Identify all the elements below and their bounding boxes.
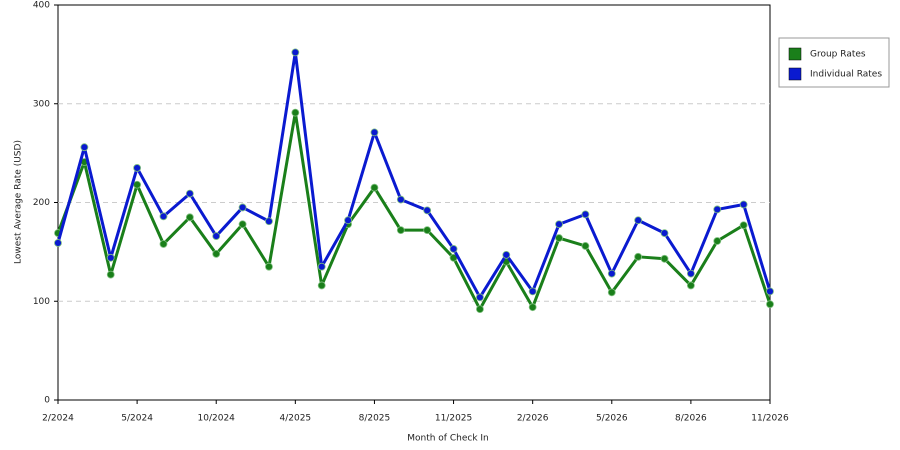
x-tick-label: 5/2026 <box>596 414 628 424</box>
point <box>686 281 695 290</box>
point <box>528 287 537 296</box>
point <box>634 252 643 261</box>
series-line <box>56 111 772 311</box>
point <box>317 262 326 271</box>
point <box>212 249 221 258</box>
point <box>396 226 405 235</box>
point <box>660 229 669 238</box>
point <box>581 210 590 219</box>
point <box>238 220 247 229</box>
y-tick-label: 200 <box>33 198 50 208</box>
point <box>291 108 300 117</box>
point <box>634 216 643 225</box>
point <box>238 203 247 212</box>
legend-label: Group Rates <box>810 50 866 60</box>
point <box>396 195 405 204</box>
y-tick-label: 100 <box>33 297 50 307</box>
y-tick-label: 400 <box>33 1 50 11</box>
y-tick-label: 0 <box>44 396 50 406</box>
point <box>159 212 168 221</box>
point <box>370 128 379 137</box>
legend-swatch <box>788 47 802 61</box>
point <box>54 239 62 247</box>
point <box>686 269 695 278</box>
x-tick-label: 8/2026 <box>675 414 707 424</box>
y-axis-label: Lowest Average Rate (USD) <box>14 140 24 264</box>
y-tick-label: 300 <box>33 99 50 109</box>
point <box>212 232 221 240</box>
point <box>502 250 511 259</box>
point <box>607 288 616 297</box>
point <box>133 164 142 172</box>
point <box>80 143 89 152</box>
point <box>449 245 458 253</box>
point <box>713 205 722 214</box>
point <box>344 216 352 225</box>
point <box>476 293 484 302</box>
x-tick-label: 2/2024 <box>42 414 74 424</box>
legend-label: Individual Rates <box>810 70 882 80</box>
x-tick-label: 4/2025 <box>279 414 311 424</box>
point <box>476 305 484 314</box>
x-tick-label: 10/2024 <box>198 414 236 424</box>
legend-swatch <box>788 67 802 81</box>
point <box>265 262 273 271</box>
point <box>739 200 748 209</box>
point <box>660 254 669 263</box>
point <box>739 221 748 230</box>
point <box>370 183 379 192</box>
point <box>106 253 115 262</box>
x-tick-label: 11/2026 <box>751 414 789 424</box>
point <box>265 217 273 226</box>
x-tick-label: 2/2026 <box>517 414 549 424</box>
point <box>159 240 168 248</box>
point <box>291 48 300 57</box>
point <box>713 237 722 245</box>
point <box>317 281 326 290</box>
point <box>555 220 563 229</box>
point <box>185 213 194 222</box>
point <box>106 270 115 279</box>
point <box>423 206 432 215</box>
x-tick-label: 8/2025 <box>359 414 391 424</box>
x-axis-label: Month of Check In <box>407 434 489 444</box>
x-tick-label: 11/2025 <box>435 414 472 424</box>
point <box>185 189 194 198</box>
point <box>607 269 616 278</box>
point <box>581 242 590 250</box>
point <box>555 234 563 242</box>
point <box>766 300 774 309</box>
x-tick-label: 5/2024 <box>121 414 153 424</box>
series-line <box>56 50 772 299</box>
point <box>766 287 774 296</box>
point <box>133 180 142 189</box>
point <box>528 303 537 312</box>
point <box>423 226 432 235</box>
